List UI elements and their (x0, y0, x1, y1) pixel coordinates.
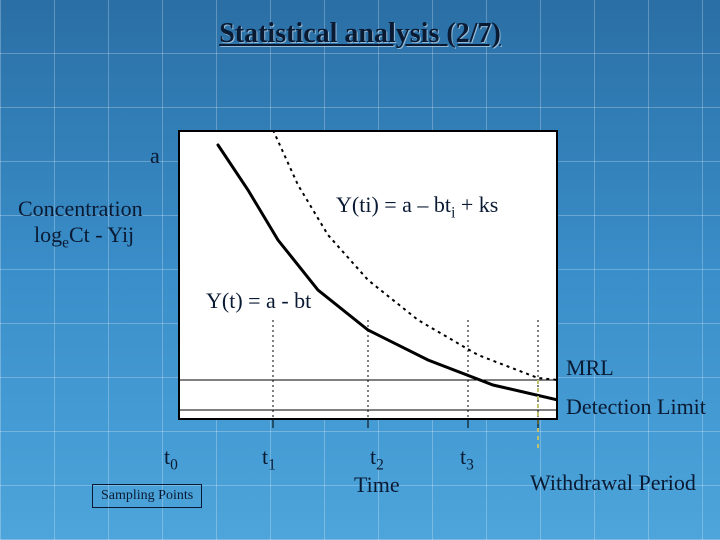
ylabel-line2: logeCt - Yij (34, 222, 134, 252)
ylabel-line1: Concentration (18, 196, 143, 222)
eq-yti: Y(ti) = a – bti + ks (336, 192, 498, 222)
label-withdrawal-period: Withdrawal Period (530, 470, 696, 496)
slide-title: Statistical analysis (2/7) (0, 18, 720, 50)
tick-t2: t2 (370, 444, 384, 474)
label-detection-limit: Detection Limit (566, 394, 706, 420)
xlabel-time: Time (354, 472, 400, 498)
title-text-a: Statistical analysis (219, 18, 439, 49)
eq-yt: Y(t) = a - bt (206, 288, 311, 314)
tick-t1: t1 (262, 444, 276, 474)
sampling-points-box: Sampling Points (92, 484, 202, 508)
label-a: a (150, 143, 160, 169)
tick-t3: t3 (460, 444, 474, 474)
title-text-b: (2/7) (439, 18, 500, 49)
tick-t0: t0 (164, 444, 178, 474)
label-mrl: MRL (566, 355, 614, 381)
